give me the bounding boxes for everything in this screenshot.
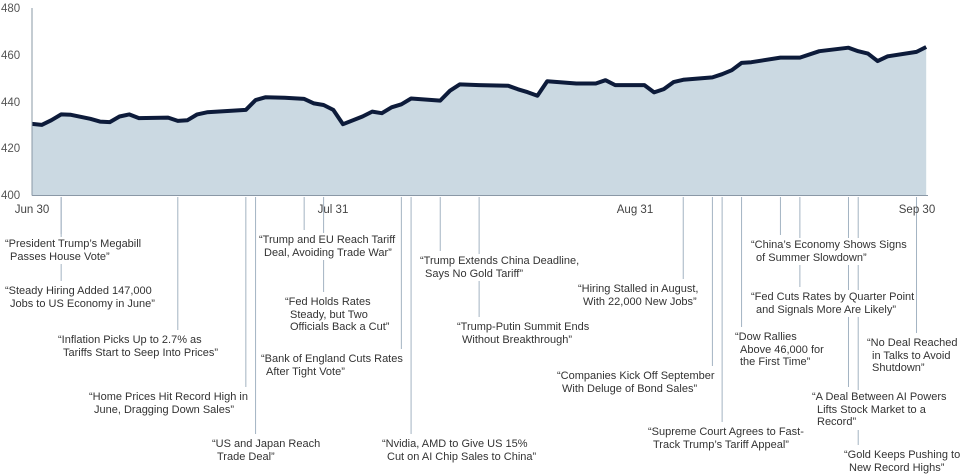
annotation-text-line: “Companies Kick Off September — [557, 370, 715, 382]
annotation-text-line: Passes House Vote” — [10, 250, 110, 263]
annotation-label: “Fed Cuts Rates by Quarter Point and Sign… — [751, 290, 915, 317]
y-tick-label: 400 — [1, 190, 20, 202]
annotation-text-line: “Trump and EU Reach Tariff — [259, 234, 396, 246]
y-tick-label: 440 — [1, 97, 20, 109]
area-fill — [32, 47, 927, 195]
series-line — [31, 45, 928, 127]
annotation-text-line: “Dow Rallies — [735, 331, 797, 343]
annotation-label: “A Deal Between AI Powers Lifts Stock Mar… — [812, 390, 947, 430]
annotation-text-line: New Record Highs” — [849, 461, 945, 474]
annotation-text-line: Steady, but Two — [290, 308, 368, 321]
annotation-text-line: Lifts Stock Market to a — [817, 403, 926, 416]
annotation-label: “Companies Kick Off September With Deluge… — [557, 369, 715, 396]
annotation-text-line: Track Trump’s Tariff Appeal” — [653, 438, 789, 451]
annotation-text-line: “Bank of England Cuts Rates — [261, 353, 403, 365]
annotation-text-line: Record” — [817, 416, 857, 428]
annotation-text-line: Cut on AI Chip Sales to China” — [387, 450, 537, 463]
annotation-label: “Nvidia, AMD to Give US 15% Cut on AI Chi… — [382, 437, 537, 464]
annotation-text-line: With Deluge of Bond Sales” — [562, 382, 698, 395]
annotation-text-line: “China’s Economy Shows Signs — [751, 239, 907, 251]
annotation-label: “No Deal Reached in Talks to Avoid Shutdow… — [867, 336, 958, 376]
x-tick-label: Jul 31 — [318, 204, 349, 216]
annotation-text-line: Shutdown” — [872, 362, 925, 374]
annotation-text-line: “US and Japan Reach — [212, 438, 321, 450]
annotation-text-line: Above 46,000 for — [740, 343, 824, 356]
annotation-text-line: “Nvidia, AMD to Give US 15% — [382, 438, 528, 450]
annotation-label: “Trump Extends China Deadline, Says No Go… — [420, 254, 580, 281]
annotation-text-line: Deal, Avoiding Trade War” — [264, 246, 392, 259]
x-tick-label: Aug 31 — [617, 204, 653, 216]
annotation-label: “Steady Hiring Added 147,000 Jobs to US E… — [5, 284, 155, 311]
annotation-label: “Home Prices Hit Record High in June, Dra… — [89, 390, 248, 417]
annotation-label: “Trump-Putin Summit Ends Without Breakthr… — [457, 320, 590, 347]
annotation-label: “US and Japan Reach Trade Deal” — [212, 437, 321, 464]
annotation-text-line: “Trump-Putin Summit Ends — [457, 321, 590, 333]
annotation-text-line: After Tight Vote” — [266, 365, 345, 378]
annotation-text-line: “Supreme Court Agrees to Fast- — [648, 426, 804, 438]
annotation-text-line: of Summer Slowdown” — [756, 251, 867, 264]
annotation-label: “Inflation Picks Up to 2.7% as Tariffs St… — [58, 333, 219, 360]
annotation-text-line: “Inflation Picks Up to 2.7% as — [58, 334, 202, 346]
annotation-text-line: “President Trump’s Megabill — [5, 238, 142, 250]
annotation-label: “Bank of England Cuts Rates After Tight V… — [261, 352, 403, 379]
annotation-text-line: the First Time” — [740, 356, 811, 368]
annotation-text-line: “Fed Cuts Rates by Quarter Point — [751, 291, 915, 303]
annotation-label: “Trump and EU Reach Tariff Deal, Avoiding… — [259, 233, 396, 260]
x-tick-label: Sep 30 — [899, 204, 935, 216]
annotation-text-line: “Hiring Stalled in August, — [578, 283, 699, 295]
annotation-label: “Hiring Stalled in August, With 22,000 Ne… — [578, 282, 699, 309]
annotation-text-line: “Home Prices Hit Record High in — [89, 391, 248, 403]
annotation-text-line: With 22,000 New Jobs” — [583, 295, 697, 308]
annotation-text-line: “A Deal Between AI Powers — [812, 391, 947, 403]
y-tick-label: 460 — [1, 50, 20, 62]
annotation-text-line: June, Dragging Down Sales” — [94, 403, 235, 416]
annotation-label: “China’s Economy Shows Signs of Summer Sl… — [751, 238, 907, 265]
annotation-label: “Fed Holds Rates Steady, but Two Officials… — [285, 295, 390, 335]
x-tick-label: Jun 30 — [15, 204, 50, 216]
annotation-label: “Gold Keeps Pushing to New Record Highs” — [844, 448, 960, 475]
annotation-label: “President Trump’s Megabill Passes House … — [5, 237, 142, 264]
annotation-text-line: in Talks to Avoid — [872, 349, 951, 362]
annotation-text-line: Tariffs Start to Seep Into Prices” — [63, 346, 219, 359]
annotation-label: “Dow Rallies Above 46,000 for the First Ti… — [735, 330, 824, 370]
annotation-text-line: “Trump Extends China Deadline, — [420, 255, 580, 267]
annotation-text-line: “Fed Holds Rates — [285, 296, 371, 308]
annotation-text-line: and Signals More Are Likely” — [756, 303, 897, 316]
annotation-text-line: Jobs to US Economy in June” — [10, 297, 155, 310]
annotation-text-line: Says No Gold Tariff” — [425, 267, 524, 280]
annotation-label: “Supreme Court Agrees to Fast- Track Trum… — [648, 425, 804, 452]
annotation-text-line: “Steady Hiring Added 147,000 — [5, 285, 152, 297]
annotation-text-line: Officials Back a Cut” — [290, 321, 390, 333]
y-tick-label: 420 — [1, 143, 20, 155]
annotation-text-line: Without Breakthrough” — [462, 333, 573, 346]
annotation-text-line: “Gold Keeps Pushing to — [844, 449, 960, 461]
y-tick-label: 480 — [1, 3, 20, 15]
annotation-text-line: Trade Deal” — [217, 450, 275, 463]
annotation-text-line: “No Deal Reached — [867, 337, 958, 349]
